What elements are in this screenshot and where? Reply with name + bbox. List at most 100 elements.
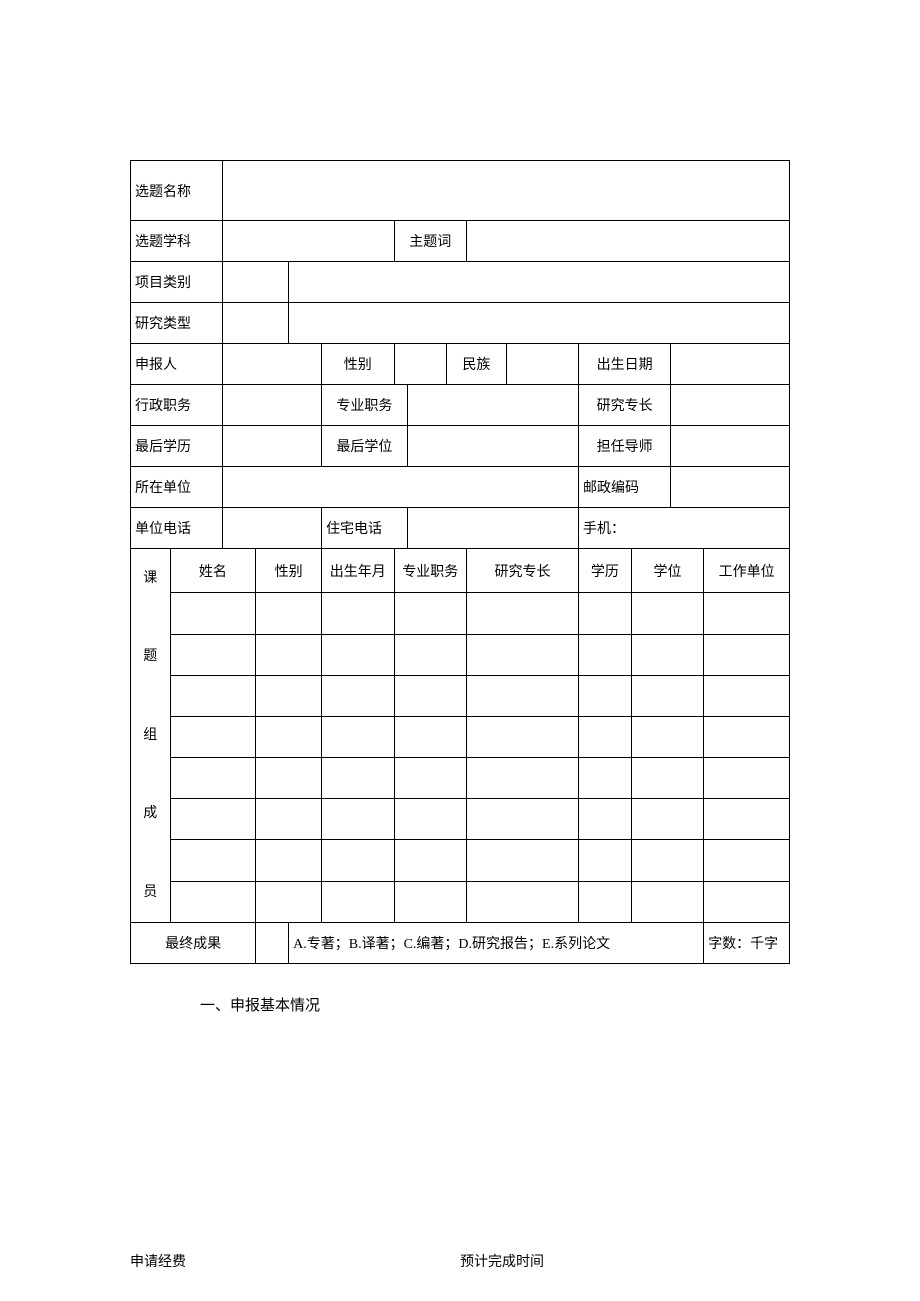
- member-degree[interactable]: [631, 799, 703, 840]
- member-education[interactable]: [579, 758, 632, 799]
- member-degree[interactable]: [631, 675, 703, 716]
- member-workplace[interactable]: [704, 634, 790, 675]
- value-project-category-code[interactable]: [223, 262, 289, 303]
- member-name[interactable]: [170, 634, 256, 675]
- label-research-specialty: 研究专长: [579, 385, 671, 426]
- value-research-type-code[interactable]: [223, 303, 289, 344]
- row-topic-name: 选题名称: [131, 161, 790, 221]
- member-workplace[interactable]: [704, 840, 790, 881]
- member-gender[interactable]: [256, 758, 322, 799]
- value-applicant[interactable]: [223, 344, 322, 385]
- member-gender[interactable]: [256, 881, 322, 922]
- label-last-degree: 最后学位: [322, 426, 408, 467]
- member-education[interactable]: [579, 634, 632, 675]
- label-funding: 申请经费: [130, 1251, 460, 1271]
- member-specialty[interactable]: [467, 881, 579, 922]
- member-gender[interactable]: [256, 675, 322, 716]
- member-workplace[interactable]: [704, 716, 790, 757]
- member-education[interactable]: [579, 675, 632, 716]
- value-last-education[interactable]: [223, 426, 322, 467]
- value-keywords[interactable]: [467, 221, 790, 262]
- value-supervisor[interactable]: [671, 426, 790, 467]
- member-prof[interactable]: [394, 881, 466, 922]
- member-gender[interactable]: [256, 634, 322, 675]
- value-topic-name[interactable]: [223, 161, 790, 221]
- member-name[interactable]: [170, 758, 256, 799]
- member-birth[interactable]: [322, 758, 394, 799]
- member-degree[interactable]: [631, 881, 703, 922]
- member-education[interactable]: [579, 593, 632, 634]
- member-prof[interactable]: [394, 840, 466, 881]
- member-specialty[interactable]: [467, 758, 579, 799]
- member-gender[interactable]: [256, 799, 322, 840]
- member-name[interactable]: [170, 675, 256, 716]
- member-name[interactable]: [170, 799, 256, 840]
- member-specialty[interactable]: [467, 593, 579, 634]
- member-gender[interactable]: [256, 716, 322, 757]
- member-degree[interactable]: [631, 716, 703, 757]
- member-degree[interactable]: [631, 634, 703, 675]
- label-ethnicity: 民族: [447, 344, 506, 385]
- member-specialty[interactable]: [467, 799, 579, 840]
- member-specialty[interactable]: [467, 634, 579, 675]
- value-ethnicity[interactable]: [506, 344, 578, 385]
- member-gender[interactable]: [256, 840, 322, 881]
- value-research-type[interactable]: [289, 303, 790, 344]
- member-prof[interactable]: [394, 634, 466, 675]
- value-topic-subject[interactable]: [223, 221, 394, 262]
- table-row: [131, 593, 790, 634]
- member-prof[interactable]: [394, 716, 466, 757]
- col-education: 学历: [579, 549, 632, 593]
- member-education[interactable]: [579, 716, 632, 757]
- member-prof[interactable]: [394, 593, 466, 634]
- value-research-specialty[interactable]: [671, 385, 790, 426]
- member-birth[interactable]: [322, 799, 394, 840]
- member-birth[interactable]: [322, 716, 394, 757]
- value-last-degree[interactable]: [407, 426, 578, 467]
- value-home-phone[interactable]: [407, 508, 578, 549]
- member-prof[interactable]: [394, 799, 466, 840]
- value-admin-position[interactable]: [223, 385, 322, 426]
- member-birth[interactable]: [322, 634, 394, 675]
- value-birth-date[interactable]: [671, 344, 790, 385]
- member-education[interactable]: [579, 881, 632, 922]
- label-word-count: 字数：千字: [704, 922, 790, 963]
- member-prof[interactable]: [394, 675, 466, 716]
- member-degree[interactable]: [631, 758, 703, 799]
- member-birth[interactable]: [322, 840, 394, 881]
- value-work-phone[interactable]: [223, 508, 322, 549]
- value-prof-position[interactable]: [407, 385, 578, 426]
- member-workplace[interactable]: [704, 593, 790, 634]
- member-workplace[interactable]: [704, 881, 790, 922]
- value-postal-code[interactable]: [671, 467, 790, 508]
- value-affiliation[interactable]: [223, 467, 579, 508]
- member-workplace[interactable]: [704, 675, 790, 716]
- member-birth[interactable]: [322, 881, 394, 922]
- member-gender[interactable]: [256, 593, 322, 634]
- member-birth[interactable]: [322, 593, 394, 634]
- member-birth[interactable]: [322, 675, 394, 716]
- member-workplace[interactable]: [704, 799, 790, 840]
- label-work-phone: 单位电话: [131, 508, 223, 549]
- member-prof[interactable]: [394, 758, 466, 799]
- value-gender[interactable]: [394, 344, 447, 385]
- member-workplace[interactable]: [704, 758, 790, 799]
- value-final-result-code[interactable]: [256, 922, 289, 963]
- label-prof-position: 专业职务: [322, 385, 408, 426]
- member-degree[interactable]: [631, 593, 703, 634]
- col-prof: 专业职务: [394, 549, 466, 593]
- member-name[interactable]: [170, 593, 256, 634]
- value-project-category[interactable]: [289, 262, 790, 303]
- label-postal-code: 邮政编码: [579, 467, 671, 508]
- member-education[interactable]: [579, 840, 632, 881]
- label-group-members: 课题组成员: [131, 549, 171, 923]
- member-name[interactable]: [170, 716, 256, 757]
- member-education[interactable]: [579, 799, 632, 840]
- member-degree[interactable]: [631, 840, 703, 881]
- table-row: [131, 881, 790, 922]
- member-specialty[interactable]: [467, 840, 579, 881]
- member-specialty[interactable]: [467, 716, 579, 757]
- member-name[interactable]: [170, 840, 256, 881]
- member-name[interactable]: [170, 881, 256, 922]
- member-specialty[interactable]: [467, 675, 579, 716]
